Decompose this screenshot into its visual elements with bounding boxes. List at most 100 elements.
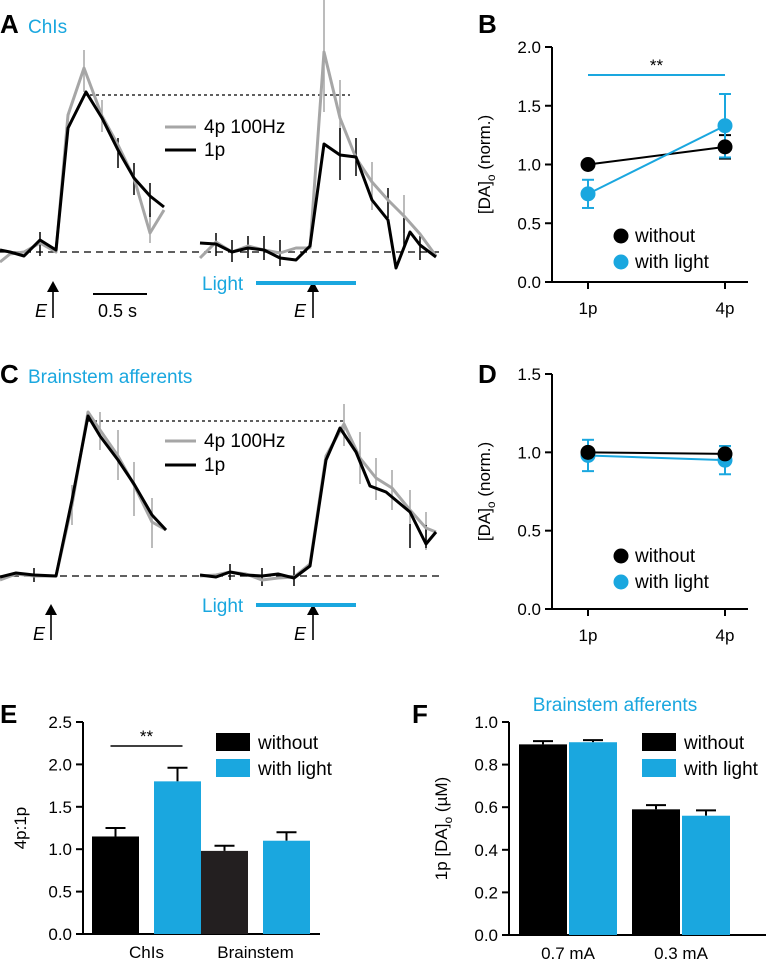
y-axis-label: 4p:1p: [11, 807, 30, 850]
legend-black-label-c: 1p: [204, 455, 225, 476]
y-axis-label: [DA]o (norm.): [475, 442, 498, 541]
panel-c: C Brainstem afferents 4p 100Hz 1p E: [0, 359, 440, 644]
bar: [519, 744, 567, 935]
legend-gray-label-c: 4p 100Hz: [204, 431, 285, 452]
legend-label: without: [683, 733, 745, 754]
x-tick-label: ChIs: [129, 943, 164, 962]
panel-c-title: Brainstem afferents: [28, 367, 192, 388]
bar: [632, 809, 680, 935]
panel-a: A ChIs 4p 100Hz 1p 0.5 s: [0, 0, 440, 321]
data-point: [717, 139, 733, 155]
y-tick-label: 0.0: [517, 273, 541, 292]
y-tick-label: 1.0: [474, 713, 498, 732]
y-tick-label: 1.0: [517, 156, 541, 175]
y-tick-label: 0.5: [517, 522, 541, 541]
x-tick-label: 4p: [716, 299, 735, 318]
bar: [569, 742, 617, 935]
series-line-1: [587, 454, 726, 462]
chart-title: Brainstem afferents: [533, 695, 697, 716]
light-label-a: Light: [202, 274, 244, 295]
trace-black-c-left: [0, 414, 168, 579]
chart-e: 0.0 0.5 1.0 1.5 2.0 2.5 4p:1p ChIs Brainstem with…: [11, 713, 333, 962]
data-point: [580, 186, 596, 202]
data-point: [717, 118, 733, 134]
legend-swatch: [216, 759, 250, 777]
bar: [263, 840, 310, 934]
y-tick-label: 0.6: [474, 798, 498, 817]
chart-f: 0.0 0.2 0.4 0.6 0.8 1.0 1p [DA]o (µM) 0.7 mA 0.3…: [432, 695, 766, 963]
bar: [682, 815, 730, 935]
legend-swatch: [642, 733, 676, 751]
panel-a-label: A: [0, 9, 19, 39]
chart-b: 0.0 0.5 1.0 1.5 2.0 1p 4p [DA]o (norm.) without w…: [475, 38, 748, 318]
legend-label: with light: [634, 572, 710, 593]
legend-marker: [613, 228, 629, 244]
stim-label-c-right: E: [294, 624, 307, 644]
significance-label: **: [140, 727, 154, 746]
x-tick-label: 0.7 mA: [541, 944, 596, 963]
data-point: [580, 157, 596, 172]
gray-error-bars-c: [71, 404, 427, 550]
legend-label: without: [634, 226, 696, 247]
y-tick-label: 0.0: [48, 925, 72, 944]
y-tick-label: 0.4: [474, 841, 498, 860]
legend-marker: [613, 548, 629, 564]
x-tick-label: Brainstem: [217, 943, 294, 962]
y-tick-label: 0.0: [517, 600, 541, 619]
y-tick-label: 0.2: [474, 883, 498, 902]
stim-label-a-right: E: [294, 301, 307, 321]
significance-label: **: [650, 56, 664, 75]
x-tick-label: 0.3 mA: [654, 944, 709, 963]
legend-gray-label: 4p 100Hz: [204, 117, 285, 138]
legend-marker: [613, 574, 629, 590]
y-axis-label: [DA]o (norm.): [475, 115, 498, 214]
trace-black-a-right: [199, 142, 437, 270]
y-tick-label: 1.0: [517, 443, 541, 462]
stim-arrowhead-c-right: [307, 604, 319, 615]
stim-arrowhead-c-left: [45, 604, 57, 615]
stim-label-a-left: E: [35, 301, 48, 321]
panel-b-label: B: [478, 9, 497, 39]
bar: [201, 850, 248, 934]
y-tick-label: 2.5: [48, 713, 72, 732]
panel-d-label: D: [478, 359, 497, 389]
legend-swatch: [642, 759, 676, 777]
x-tick-label: 1p: [579, 626, 598, 645]
series-line-0: [587, 145, 726, 166]
series-line-1: [587, 124, 726, 195]
bar: [154, 781, 201, 934]
legend-label: without: [634, 546, 696, 567]
series-line-0: [587, 451, 726, 455]
data-point: [717, 446, 733, 462]
trace-black-a-left: [0, 90, 165, 258]
y-tick-label: 2.0: [517, 38, 541, 57]
trace-black-c-right: [199, 426, 438, 580]
y-tick-label: 1.5: [517, 365, 541, 384]
scale-bar-label: 0.5 s: [98, 301, 137, 321]
black-error-bars-c: [33, 524, 427, 586]
legend-label: with light: [634, 252, 710, 273]
x-tick-label: 4p: [716, 626, 735, 645]
stim-arrowhead-a-right: [307, 281, 319, 292]
y-tick-label: 1.0: [48, 840, 72, 859]
panel-a-title: ChIs: [28, 17, 67, 38]
legend-swatch: [216, 733, 250, 751]
x-tick-label: 1p: [579, 299, 598, 318]
chart-d: 0.0 0.5 1.0 1.5 1p 4p [DA]o (norm.) without with…: [475, 365, 748, 645]
legend-marker: [613, 254, 629, 270]
legend-label: with light: [257, 759, 333, 780]
y-tick-label: 1.5: [517, 97, 541, 116]
y-axis-label: 1p [DA]o (µM): [432, 777, 455, 880]
stim-arrowhead-a-left: [47, 281, 59, 292]
light-label-c: Light: [202, 596, 244, 617]
legend-black-label: 1p: [204, 140, 225, 161]
y-tick-label: 1.5: [48, 798, 72, 817]
y-tick-label: 2.0: [48, 755, 72, 774]
trace-gray-a-left: [0, 66, 166, 264]
legend-label: with light: [683, 759, 759, 780]
y-tick-label: 0.0: [474, 926, 498, 945]
y-tick-label: 0.5: [517, 214, 541, 233]
bar: [92, 836, 139, 934]
black-error-bars: [39, 128, 421, 266]
